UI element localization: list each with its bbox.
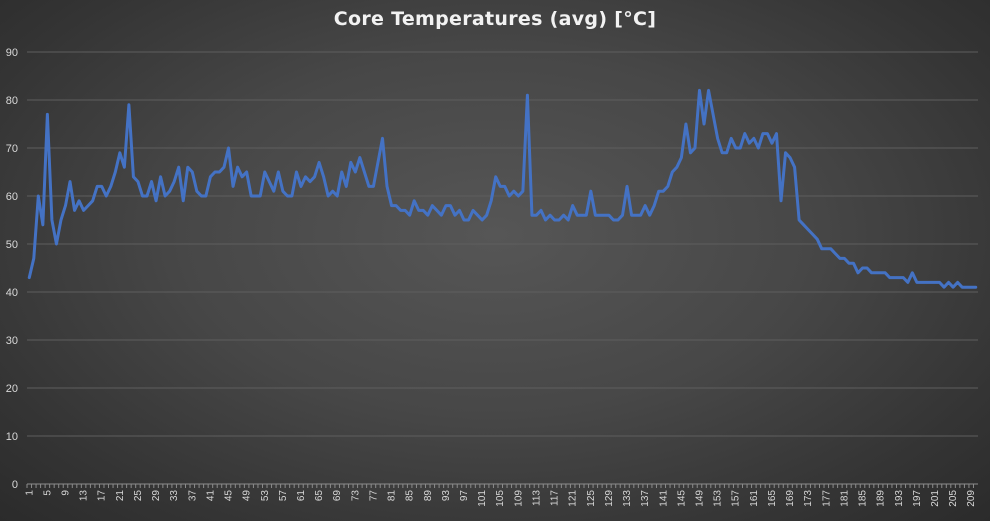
y-tick-label: 50 [6, 239, 18, 251]
y-tick-label: 90 [6, 47, 18, 59]
x-tick-label: 5 [42, 490, 53, 496]
x-tick-label: 157 [731, 490, 742, 507]
x-tick-label: 125 [586, 490, 597, 507]
chart-title: Core Temperatures (avg) [°C] [333, 8, 657, 30]
x-tick-label: 205 [948, 490, 959, 507]
x-tick-label: 65 [314, 490, 325, 502]
x-tick-label: 185 [858, 490, 869, 507]
x-tick-label: 197 [912, 490, 923, 507]
x-tick-label: 101 [477, 490, 488, 507]
x-tick-label: 45 [224, 490, 235, 502]
x-tick-label: 29 [151, 490, 162, 502]
x-tick-label: 209 [966, 490, 977, 507]
x-tick-label: 169 [785, 490, 796, 507]
x-tick-label: 69 [332, 490, 343, 502]
y-tick-label: 0 [12, 479, 18, 491]
x-tick-label: 121 [568, 490, 579, 507]
x-tick-label: 133 [622, 490, 633, 507]
x-tick-label: 21 [115, 490, 126, 502]
x-tick-label: 109 [513, 490, 524, 507]
x-tick-label: 33 [169, 490, 180, 502]
x-tick-label: 49 [242, 490, 253, 502]
x-tick-label: 113 [531, 490, 542, 506]
x-tick-label: 85 [405, 490, 416, 502]
y-tick-label: 40 [6, 287, 18, 299]
x-tick-label: 149 [694, 490, 705, 507]
y-tick-label: 20 [6, 383, 18, 395]
x-tick-label: 189 [876, 490, 887, 507]
x-tick-label: 177 [821, 490, 832, 507]
x-tick-label: 193 [894, 490, 905, 507]
x-tick-label: 73 [350, 490, 361, 502]
y-tick-label: 70 [6, 143, 18, 155]
x-tick-label: 13 [79, 490, 90, 502]
x-tick-label: 89 [423, 490, 434, 502]
x-tick-label: 137 [640, 490, 651, 507]
y-tick-label: 30 [6, 335, 18, 347]
x-tick-label: 81 [387, 490, 398, 502]
x-tick-label: 201 [930, 490, 941, 507]
x-tick-label: 17 [97, 490, 108, 502]
x-tick-label: 9 [60, 490, 71, 496]
series-line [27, 88, 978, 289]
x-tick-label: 165 [767, 490, 778, 507]
x-tick-label: 173 [803, 490, 814, 507]
x-tick-label: 97 [459, 490, 470, 502]
x-tick-label: 153 [713, 490, 724, 507]
x-tick-label: 117 [550, 490, 561, 506]
y-tick-label: 10 [6, 431, 18, 443]
x-tick-label: 161 [749, 490, 760, 507]
x-tick-label: 77 [368, 490, 379, 502]
x-tick-label: 37 [187, 490, 198, 502]
x-tick-label: 141 [658, 490, 669, 507]
x-tick-label: 145 [676, 490, 687, 507]
x-tick-label: 1 [24, 490, 35, 496]
x-tick-label: 105 [495, 490, 506, 507]
x-tick-label: 57 [278, 490, 289, 502]
x-tick-label: 25 [133, 490, 144, 502]
y-tick-label: 60 [6, 191, 18, 203]
x-tick-label: 181 [839, 490, 850, 507]
x-tick-label: 53 [260, 490, 271, 502]
x-tick-label: 61 [296, 490, 307, 502]
x-tick-label: 93 [441, 490, 452, 502]
x-tick-label: 41 [205, 490, 216, 502]
y-tick-label: 80 [6, 95, 18, 107]
x-tick-label: 129 [604, 490, 615, 507]
